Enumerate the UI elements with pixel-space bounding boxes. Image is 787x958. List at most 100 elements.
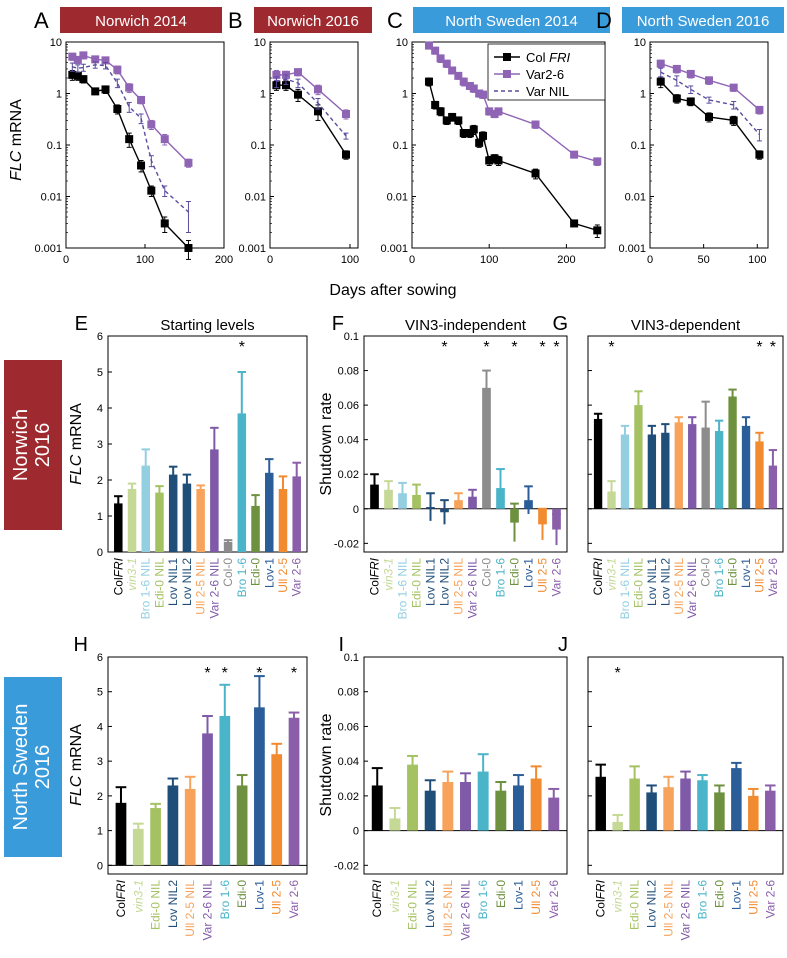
x-tick-label: 0	[63, 254, 69, 266]
series-var2-6	[656, 59, 764, 115]
y-tick-label: 4	[97, 403, 103, 415]
x-category-label: Edi-0	[235, 880, 249, 908]
label-part: FRI	[111, 557, 125, 577]
x-category-label: Lov NIL2	[423, 880, 437, 928]
y-tick-label: 4	[97, 721, 103, 733]
x-category-label: Ull 2-5	[270, 880, 284, 915]
panel-letter: E	[75, 313, 88, 335]
chart-g: ColFRI*vin3-1 Bro 1-6 NIL Edi-0 NIL Lov NIL…	[552, 313, 784, 619]
data-point	[672, 94, 681, 103]
y-tick-label: 1	[97, 826, 103, 838]
panel-letter: H	[74, 634, 88, 656]
significance-star: *	[239, 339, 245, 356]
bar-col-0	[223, 541, 233, 552]
y-tick-label: 1	[402, 89, 408, 101]
series-line	[276, 84, 347, 156]
data-point	[570, 150, 579, 159]
series-col-fri	[68, 69, 193, 260]
significance-star: *	[204, 665, 210, 682]
bar-edi-0-nil	[155, 492, 164, 552]
data-point	[342, 109, 350, 118]
x-category-label: Var 2-6	[763, 880, 777, 919]
axes-box	[107, 656, 308, 875]
bar-colfri	[114, 503, 123, 552]
y-tick-label: 0.06	[338, 721, 359, 733]
panel-letter: G	[552, 313, 568, 335]
series-var-nil	[273, 74, 349, 140]
y-axis-label-italic: FLC	[8, 150, 25, 181]
data-point	[686, 97, 695, 106]
header-title: North Sweden 2016	[637, 13, 770, 30]
bar-lov-nil2	[661, 432, 670, 509]
series-var2-6	[272, 68, 350, 120]
bar-bro-1-6	[477, 771, 489, 831]
chart-title: Starting levels	[160, 317, 254, 334]
x-category-label: Var 2-6	[550, 558, 564, 597]
panel-header-d: D North Sweden 2016	[596, 7, 784, 33]
y-tick-label: 0.1	[344, 652, 359, 664]
row-label-line: Norwich	[10, 409, 32, 481]
bar-ull-2-5-nil	[674, 422, 683, 509]
x-category-label: Var 2-6 NIL	[207, 558, 221, 619]
bar-var-2-6-nil	[460, 781, 471, 831]
y-axis-label: FLC mRNA	[68, 403, 85, 485]
bar-bro-1-6	[237, 413, 247, 552]
y-tick-label: 2	[97, 475, 103, 487]
x-category-label: Ull 2-5 NIL	[662, 880, 676, 937]
x-category-label: Bro 1-6	[712, 558, 726, 598]
bar-edi-0	[714, 792, 725, 831]
data-point	[531, 120, 540, 129]
data-point	[91, 87, 100, 96]
chart-title: VIN3-dependent	[631, 317, 741, 334]
x-tick-label: 0	[409, 254, 415, 266]
y-tick-label: 5	[97, 687, 103, 699]
data-point	[570, 219, 579, 228]
bar-ull-2-5-nil	[184, 788, 196, 866]
bar-colfri	[371, 785, 383, 831]
y-tick-label: 6	[97, 652, 103, 664]
x-category-label: Edi-0	[249, 558, 263, 586]
data-point	[314, 107, 322, 116]
significance-star: *	[291, 665, 297, 682]
data-point	[101, 56, 110, 65]
x-category-label: Edi-0 NIL	[406, 880, 420, 930]
significance-star: *	[441, 339, 447, 356]
x-category-label: Edi-0 NIL	[410, 558, 424, 608]
x-category-label: Edi-0	[712, 880, 726, 908]
panel-header-c: C North Sweden 2014	[387, 7, 610, 33]
bar-bro-1-6-nil	[141, 465, 150, 552]
x-category-label: Var 2-6	[287, 880, 301, 919]
y-tick-label: 0.01	[387, 192, 408, 204]
label-part: Col	[594, 899, 608, 917]
y-axis-label: FLC mRNA	[8, 99, 25, 181]
y-axis-label-rest: mRNA	[68, 724, 85, 776]
y-tick-label: 10	[254, 37, 266, 49]
y-tick-label: 1	[56, 89, 62, 101]
y-tick-label: 0.001	[618, 243, 646, 255]
x-category-label: Var 2-6 NIL	[679, 880, 693, 941]
panel-letter: A	[34, 8, 49, 33]
legend-marker	[503, 70, 511, 78]
x-category-label: vin3-1	[605, 558, 619, 591]
significance-star: *	[553, 339, 559, 356]
data-point	[448, 66, 457, 75]
data-point	[147, 186, 156, 195]
axes-box	[587, 335, 784, 553]
data-point	[729, 116, 738, 125]
x-tick-label: 100	[136, 254, 154, 266]
data-point	[485, 156, 494, 165]
significance-star: *	[222, 665, 228, 682]
bar-ull-2-5-nil	[442, 781, 454, 831]
row-label: North Sweden2016	[10, 704, 54, 831]
data-point	[459, 129, 468, 138]
bar-col-0	[482, 387, 491, 509]
data-point	[431, 46, 440, 55]
data-point	[475, 138, 484, 147]
data-point	[314, 85, 322, 94]
bar-ull-2-5	[748, 795, 759, 831]
data-point	[91, 55, 100, 64]
label-part: FRI	[370, 879, 384, 899]
x-category-label: ColFRI	[114, 879, 128, 917]
